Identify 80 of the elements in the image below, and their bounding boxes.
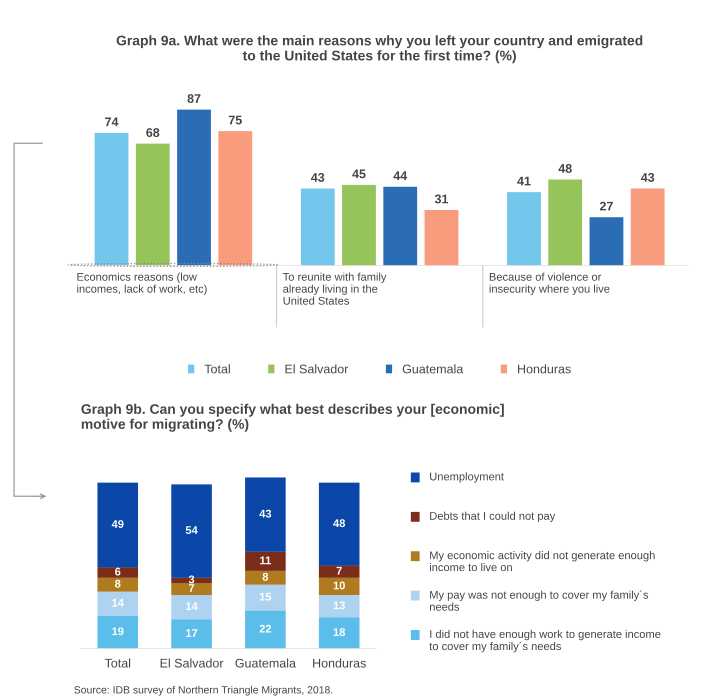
legend-label: Debts that I could not pay [430, 512, 556, 522]
data-label: 43 [310, 173, 324, 182]
data-label: 45 [352, 170, 366, 178]
bar [218, 131, 252, 266]
x-tick-label: Honduras [313, 658, 366, 668]
data-label: 13 [334, 601, 345, 610]
chart-title: Graph 9b. Can you specify what best describes your [economic] motive for migrating? (%) [81, 404, 504, 432]
bar [171, 595, 212, 620]
legend-label: Guatemala [402, 364, 464, 374]
bar [590, 217, 624, 266]
legend-label: I did not have enough work to generate income to cover my family´s needs [429, 630, 660, 652]
bar [548, 180, 582, 266]
data-label: 48 [558, 164, 572, 173]
bar [318, 595, 360, 618]
bar [177, 110, 211, 266]
chart-title: Graph 9a. What were the main reasons why you left your country and emigrated to the United States for the first time? (%) [116, 35, 642, 64]
bar [245, 610, 286, 649]
x-tick-label: Economics reasons (low incomes, lack of work, etc) [77, 272, 207, 295]
data-label: 44 [393, 171, 408, 180]
bar [245, 477, 286, 552]
data-label: 15 [260, 592, 272, 601]
legend-label: Unemployment [430, 472, 504, 483]
data-label: 48 [333, 519, 346, 528]
bar [245, 584, 286, 611]
data-label: 18 [334, 628, 346, 636]
data-label: 43 [640, 173, 654, 182]
bar [507, 192, 541, 266]
bar [424, 210, 458, 266]
data-label: 54 [186, 526, 198, 534]
x-tick-label: To reunite with family already living in the United States [282, 272, 386, 305]
data-label: 31 [434, 194, 448, 204]
data-label: 11 [260, 556, 271, 564]
bar [342, 184, 376, 266]
data-label: 75 [228, 116, 242, 124]
legend-label: My pay was not enough to cover my family´s needs [430, 590, 648, 611]
data-label: 74 [105, 118, 118, 126]
bar [97, 592, 138, 616]
bar [318, 578, 360, 596]
x-tick-label: Because of violence or insecurity where you live [490, 272, 610, 295]
bar [630, 188, 665, 266]
data-label: 68 [146, 128, 160, 138]
bar [136, 144, 170, 266]
bar [97, 578, 138, 592]
data-label: 8 [115, 580, 120, 588]
data-label: 7 [336, 566, 342, 575]
bar [171, 582, 212, 596]
data-label: 17 [186, 629, 198, 637]
data-label: 14 [186, 602, 198, 610]
legend-label: Total [204, 364, 230, 374]
bar [97, 482, 138, 568]
bar [245, 552, 286, 571]
data-label: 27 [600, 202, 613, 210]
data-label: 22 [260, 624, 272, 633]
data-label: 8 [262, 572, 268, 581]
legend-label: My economic activity did not generate enough income to live on [430, 551, 655, 572]
bar [97, 567, 138, 578]
bar [171, 619, 212, 649]
source-note: Source: IDB survey of Northern Triangle Migrants, 2018. [74, 686, 332, 696]
data-label: 6 [115, 568, 120, 576]
data-label: 19 [112, 627, 124, 636]
legend-label: El Salvador [285, 364, 348, 374]
data-label: 49 [112, 520, 124, 528]
data-label: 7 [188, 584, 194, 592]
data-label: 87 [187, 94, 200, 103]
bar [383, 186, 418, 266]
bar [300, 188, 335, 266]
bar [318, 482, 360, 566]
x-tick-label: Guatemala [235, 658, 296, 668]
bar [94, 132, 128, 266]
data-label: 10 [334, 582, 345, 590]
data-label: 41 [517, 176, 531, 186]
data-label: 43 [259, 510, 272, 518]
legend-label: Honduras [518, 364, 571, 374]
bar [318, 566, 360, 578]
bar [97, 616, 138, 649]
x-tick-label: El Salvador [160, 658, 224, 668]
bar [245, 570, 286, 585]
x-tick-label: Total [104, 658, 130, 668]
data-label: 14 [112, 598, 124, 607]
bar [318, 618, 360, 649]
